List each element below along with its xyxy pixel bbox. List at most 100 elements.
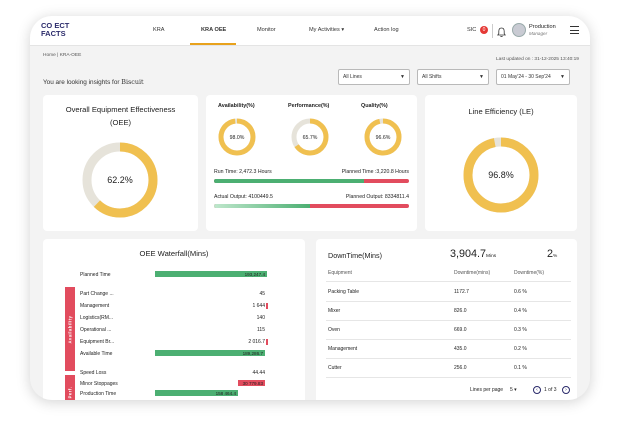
chevron-down-icon: ▾ bbox=[514, 387, 517, 393]
production-time-value: 158 464.4 bbox=[215, 390, 236, 396]
performance-ring: 65.7% bbox=[291, 118, 329, 156]
cell-downtime-mins: 1172.7 bbox=[454, 289, 469, 295]
minor-stoppages-bar[interactable]: 30 779.83 bbox=[238, 380, 265, 386]
run-time-bar bbox=[214, 179, 409, 183]
sic-label[interactable]: SIC bbox=[467, 27, 477, 33]
waterfall-row-value: 140 bbox=[256, 315, 265, 321]
minor-stoppages-value: 30 779.83 bbox=[242, 380, 263, 386]
downtime-percent: 2% bbox=[547, 248, 557, 260]
chevron-down-icon: ▼ bbox=[400, 74, 405, 80]
output-bar-fill bbox=[214, 204, 310, 208]
user-avatar[interactable] bbox=[512, 23, 526, 37]
waterfall-row-label: Equipment Br... bbox=[80, 339, 115, 345]
oee-card-subtitle: (OEE) bbox=[109, 118, 132, 127]
cell-equipment: Packing Table bbox=[328, 289, 360, 295]
oee-card: Overall Equipment Effectiveness (OEE) 62… bbox=[43, 95, 198, 231]
downtime-percent-value: 2 bbox=[547, 248, 554, 260]
column-header-downtime-mins: Downtime(mins) bbox=[454, 270, 491, 276]
waterfall-row-label: Part Change ... bbox=[80, 291, 114, 297]
availability-side-tab: Availability bbox=[65, 287, 75, 371]
column-header-downtime-pct: Downtime(%) bbox=[514, 270, 545, 276]
cell-downtime-mins: 826.0 bbox=[454, 308, 467, 314]
nav-item-my-activities-label: My Activities bbox=[309, 27, 340, 33]
cell-equipment: Oven bbox=[328, 327, 340, 333]
table-divider bbox=[326, 339, 571, 340]
oee-donut-fill bbox=[82, 142, 158, 218]
planned-time-text: Planned Time :3,220.8 Hours bbox=[341, 169, 409, 175]
downtime-card: DownTime(Mins) 3,904.7Mins 2% Equipment … bbox=[316, 239, 577, 400]
downtime-title: DownTime(Mins) bbox=[328, 251, 383, 260]
planned-time-bar[interactable]: 193,247.4 bbox=[155, 271, 267, 277]
date-range-value: 01 May'24 - 30 Sep'24 bbox=[501, 74, 551, 80]
shifts-filter-value: All Shifts bbox=[422, 74, 442, 80]
cell-equipment: Management bbox=[328, 346, 358, 352]
output-bar bbox=[214, 204, 409, 208]
planned-time-value: 193,247.4 bbox=[244, 271, 265, 277]
lines-per-page-value: 5 bbox=[510, 387, 513, 393]
run-time-bar-fill bbox=[214, 179, 365, 183]
insight-product: Biscuit bbox=[121, 78, 144, 86]
bell-icon[interactable] bbox=[497, 25, 506, 43]
availability-tab-label: Availability bbox=[67, 315, 73, 343]
page-info: 1 of 3 bbox=[544, 387, 557, 393]
downtime-total-value: 3,904.7 bbox=[450, 248, 487, 260]
header-divider bbox=[492, 24, 493, 38]
le-card: Line Efficiency (LE) 96.8% bbox=[425, 95, 577, 231]
availability-label: Availability(%) bbox=[218, 103, 255, 109]
cell-downtime-mins: 256.0 bbox=[454, 365, 467, 371]
lines-per-page-label: Lines per page bbox=[470, 387, 504, 393]
cell-downtime-pct: 0.3 % bbox=[514, 327, 527, 333]
le-value-label: 96.8% bbox=[488, 170, 514, 180]
insight-prefix: You are looking insights for bbox=[43, 79, 120, 86]
le-donut-chart: 96.8% bbox=[463, 137, 539, 213]
top-navigation-bar: CO ECT FACTS KRA KRA OEE Monitor My Acti… bbox=[30, 16, 590, 46]
waterfall-loss-bar bbox=[266, 339, 268, 345]
lines-per-page-select[interactable]: 5 ▾ bbox=[510, 387, 517, 393]
run-time-text: Run Time: 2,472.3 Hours bbox=[214, 169, 272, 175]
sic-count-badge[interactable]: 0 bbox=[480, 25, 488, 34]
oee-card-title: Overall Equipment Effectiveness bbox=[65, 105, 176, 114]
available-time-value: 189,286.7 bbox=[242, 350, 263, 356]
waterfall-row-label: Production Time bbox=[80, 391, 117, 397]
waterfall-row-value: 45 bbox=[259, 291, 265, 297]
brand-logo-line1: CO ECT bbox=[41, 21, 70, 30]
waterfall-row-value: 1 644 bbox=[252, 303, 265, 309]
quality-ring: 96.6% bbox=[364, 118, 402, 156]
shifts-filter-select[interactable]: All Shifts ▼ bbox=[417, 69, 489, 85]
waterfall-row-label: Logistics(RM... bbox=[80, 315, 114, 321]
nav-item-kra[interactable]: KRA bbox=[153, 27, 165, 33]
oee-waterfall-card: OEE Waterfall(Mins) Planned Time 193,247… bbox=[43, 239, 305, 400]
nav-item-my-activities[interactable]: My Activities ▾ bbox=[309, 27, 344, 33]
brand-logo[interactable]: CO ECT FACTS bbox=[41, 22, 69, 37]
nav-item-monitor[interactable]: Monitor bbox=[257, 27, 276, 33]
waterfall-title: OEE Waterfall(Mins) bbox=[139, 249, 209, 258]
hamburger-menu-icon[interactable] bbox=[570, 26, 579, 37]
available-time-label: Available Time bbox=[80, 351, 113, 357]
downtime-total-unit: Mins bbox=[486, 254, 497, 259]
quality-value: 96.6% bbox=[376, 135, 391, 141]
table-divider bbox=[326, 301, 571, 302]
nav-item-action-log[interactable]: Action log bbox=[374, 27, 399, 33]
date-range-select[interactable]: 01 May'24 - 30 Sep'24 ▼ bbox=[496, 69, 570, 85]
production-time-bar[interactable]: 158 464.4 bbox=[155, 390, 238, 396]
available-time-bar[interactable]: 189,286.7 bbox=[155, 350, 265, 356]
cell-downtime-pct: 0.6 % bbox=[514, 289, 527, 295]
user-name: Production bbox=[529, 24, 556, 30]
previous-page-button[interactable]: ‹ bbox=[533, 386, 541, 394]
waterfall-row-value: 2 016.7 bbox=[248, 339, 265, 345]
oee-value-label: 62.2% bbox=[107, 175, 133, 185]
breadcrumb[interactable]: Home | KRA-OEE bbox=[43, 53, 82, 58]
waterfall-loss-bar bbox=[266, 303, 268, 309]
cell-downtime-mins: 435.0 bbox=[454, 346, 467, 352]
waterfall-row-label: Operational ... bbox=[80, 327, 112, 333]
cell-downtime-pct: 0.4 % bbox=[514, 308, 527, 314]
cell-equipment: Cutter bbox=[328, 365, 342, 371]
actual-output-text: Actual Output: 4100449.5 bbox=[214, 194, 273, 200]
oee-donut-chart: 62.2% bbox=[82, 142, 158, 218]
next-page-button[interactable]: › bbox=[562, 386, 570, 394]
quality-label: Quality(%) bbox=[361, 103, 388, 109]
nav-item-kra-oee[interactable]: KRA OEE bbox=[201, 27, 227, 33]
availability-value: 98.0% bbox=[230, 135, 245, 141]
insight-heading: You are looking insights for Biscuit bbox=[43, 78, 144, 86]
lines-filter-select[interactable]: All Lines ▼ bbox=[338, 69, 410, 85]
